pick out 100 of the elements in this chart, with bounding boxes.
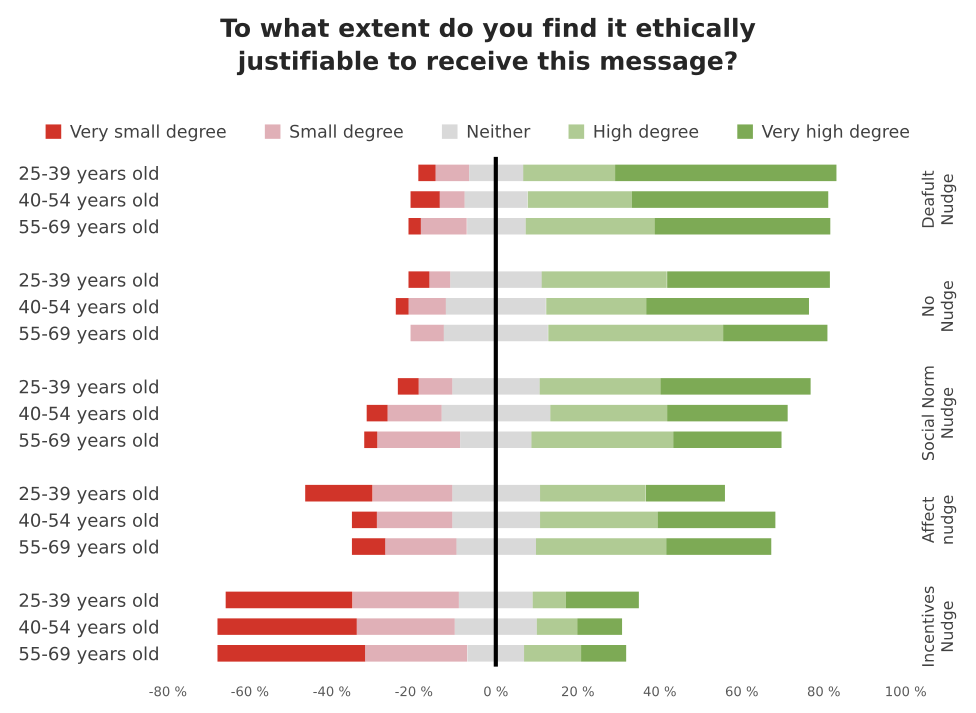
- legend-label: Small degree: [290, 124, 403, 142]
- bar: [548, 324, 724, 342]
- y-tick-label: 25-39 years old: [20, 486, 158, 504]
- y-tick-label: 25-39 years old: [20, 166, 158, 184]
- y-tick-label: 40-54 years old: [19, 299, 158, 317]
- bar: [667, 404, 788, 422]
- legend-label: High degree: [594, 124, 698, 142]
- bar: [632, 191, 828, 208]
- text: Deafult Nudge: [922, 170, 956, 228]
- bar: [418, 164, 436, 182]
- x-tick-label: -60 %: [231, 686, 268, 696]
- bar: [452, 484, 540, 502]
- x-tick-label: 80 %: [808, 686, 840, 696]
- bar: [577, 618, 622, 635]
- bar: [398, 378, 419, 395]
- bar: [658, 512, 776, 528]
- bar: [364, 432, 378, 448]
- bar: [673, 432, 782, 448]
- x-tick-label: 100 %: [886, 686, 926, 696]
- bar: [408, 218, 422, 235]
- text: Affect nudge: [922, 496, 956, 544]
- bar: [615, 164, 836, 182]
- x-tick-label: 40 %: [644, 686, 676, 696]
- bar: [217, 618, 357, 635]
- bar: [550, 404, 668, 422]
- legend-label: Very high degree: [762, 124, 910, 142]
- bar: [450, 271, 542, 288]
- bar: [436, 164, 470, 182]
- y-tick-label: 25-39 years old: [20, 272, 158, 290]
- bar: [546, 298, 646, 315]
- legend-label: Neither: [468, 124, 530, 138]
- text: Incentives Nudge: [922, 586, 956, 666]
- y-tick-label: 55-69 years old: [20, 219, 158, 237]
- bar: [723, 324, 828, 342]
- bar: [377, 432, 460, 448]
- bar: [542, 271, 667, 288]
- bar: [536, 618, 578, 635]
- bar: [365, 645, 468, 662]
- y-tick-label: 40-54 years old: [19, 192, 158, 210]
- x-tick-label: 20 %: [562, 686, 594, 696]
- bar: [440, 191, 465, 208]
- bar: [376, 512, 452, 528]
- x-tick-label: 60 %: [726, 686, 758, 696]
- bar: [660, 378, 811, 395]
- bar: [444, 324, 548, 342]
- bar: [372, 484, 452, 502]
- y-tick-label: 40-54 years old: [19, 512, 158, 530]
- bar: [366, 404, 388, 422]
- text: Social Norm Nudge: [922, 366, 956, 460]
- y-tick-label: 25-39 years old: [20, 380, 158, 398]
- legend-label: Very small degree: [70, 124, 226, 142]
- bar: [467, 218, 526, 235]
- bar: [469, 164, 524, 182]
- bar: [352, 538, 386, 555]
- bar: [468, 645, 524, 662]
- bar: [540, 484, 646, 502]
- bar: [452, 512, 540, 528]
- bar: [456, 538, 536, 555]
- bar: [388, 404, 442, 422]
- bar: [540, 378, 661, 395]
- bar: [532, 592, 566, 608]
- bar: [536, 538, 666, 555]
- bar: [454, 618, 537, 635]
- bar: [305, 484, 372, 502]
- bar: [464, 191, 528, 208]
- y-tick-label: 40-54 years old: [19, 406, 158, 424]
- bar: [654, 218, 830, 235]
- bar: [526, 218, 656, 235]
- bar: [646, 484, 725, 502]
- bar: [356, 618, 455, 635]
- bar: [408, 298, 446, 315]
- bar: [667, 271, 830, 288]
- bar: [396, 298, 408, 315]
- y-tick-label: 25-39 years old: [20, 593, 158, 611]
- bar: [540, 512, 658, 528]
- text: No Nudge: [922, 281, 956, 331]
- bar: [408, 271, 430, 288]
- chart-title: To what extent do you find it ethically justifiable to receive this message?: [220, 18, 756, 76]
- y-tick-label: 55-69 years old: [20, 326, 158, 344]
- bar: [217, 645, 366, 662]
- x-tick-label: -40 %: [313, 686, 350, 696]
- bar: [458, 592, 533, 608]
- bar: [352, 592, 459, 608]
- bar: [460, 432, 532, 448]
- bar: [452, 378, 540, 395]
- bar: [420, 218, 467, 235]
- bar: [646, 298, 809, 315]
- x-tick-label: -80 %: [149, 686, 186, 696]
- bar: [531, 432, 674, 448]
- y-tick-label: 55-69 years old: [20, 540, 158, 558]
- bar: [418, 378, 452, 395]
- x-tick-label: -20 %: [395, 686, 432, 696]
- bar: [226, 592, 352, 608]
- bar: [429, 271, 450, 288]
- bar: [442, 404, 550, 422]
- bar: [566, 592, 639, 608]
- bar: [524, 645, 582, 662]
- x-tick-label: 0 %: [484, 686, 508, 696]
- y-tick-label: 55-69 years old: [20, 646, 158, 664]
- bar: [385, 538, 456, 555]
